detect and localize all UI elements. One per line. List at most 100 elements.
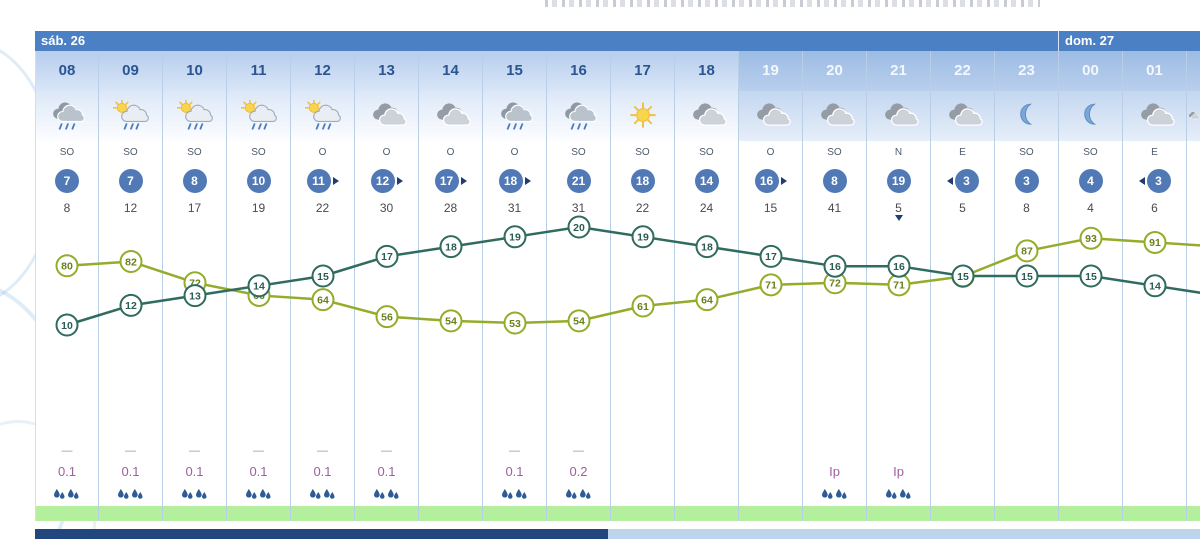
wind-speed-badge: 11: [306, 169, 331, 193]
wind-speed: 8: [163, 162, 226, 200]
horizontal-scrollbar-thumb[interactable]: [35, 529, 608, 539]
green-strip-cell: [867, 506, 930, 521]
weather-icon-cloud-rain: [36, 91, 98, 141]
precip-dash-mark: —: [125, 445, 136, 457]
chart-area-cell: [739, 222, 802, 445]
wind-gust-cell: 4: [1059, 200, 1122, 222]
wind-speed-badge: 3: [1014, 169, 1039, 193]
forecast-column-hour-10: 10 SO 8 17 — 0.1: [163, 51, 227, 521]
wind-direction-label: SO: [187, 147, 202, 158]
wind-speed-badge: 3: [1146, 169, 1171, 193]
chart-area-cell: [803, 222, 866, 445]
gust-value: 6: [1151, 201, 1158, 215]
hour-label: 18: [675, 51, 738, 91]
gust-value: 22: [315, 201, 330, 215]
precip-dash-mark: —: [381, 445, 392, 457]
wind-speed: 3: [1123, 162, 1186, 200]
wind-speed: 19: [867, 162, 930, 200]
wind-speed: 21: [547, 162, 610, 200]
chart-area-cell: [675, 222, 738, 445]
wind-gust-cell: 5: [867, 200, 930, 222]
precip-amount: 0.1: [313, 464, 332, 479]
precip-dash: —: [227, 445, 290, 460]
wind-arrow-left-icon: [946, 177, 953, 185]
precip-amount: 0.1: [249, 464, 268, 479]
hour-label: 00: [1059, 51, 1122, 91]
wind-direction-label: O: [318, 147, 327, 158]
precip-dash: [675, 445, 738, 460]
wind-direction-label: N: [894, 147, 903, 158]
wind-direction-label: SO: [699, 147, 714, 158]
wind-speed-badge: 12: [370, 169, 395, 193]
precip-dash: [611, 445, 674, 460]
wind-speed-badge: 7: [118, 169, 143, 193]
raindrops-icon: [803, 487, 866, 506]
weather-icon-sun-cloud-rain: [227, 91, 290, 141]
raindrops-icon: [867, 487, 930, 506]
forecast-columns: 08 SO 7 8 — 0.1 09: [35, 51, 1200, 521]
green-strip-cell: [163, 506, 226, 521]
gust-value: 19: [251, 201, 266, 215]
wind-gust-cell: 22: [291, 200, 354, 222]
forecast-column-hour-08: 08 SO 7 8 — 0.1: [35, 51, 99, 521]
wind-direction-label: O: [446, 147, 455, 158]
precipitation-value: [995, 460, 1058, 487]
wind-speed: 18: [483, 162, 546, 200]
raindrops-empty: [611, 487, 674, 506]
raindrops-icon: [227, 487, 290, 506]
raindrops-empty: [739, 487, 802, 506]
precip-dash: —: [483, 445, 546, 460]
raindrops-icon: [483, 487, 546, 506]
raindrops-empty: [995, 487, 1058, 506]
chart-area-cell: [99, 222, 162, 445]
gust-value: 5: [895, 201, 902, 215]
wind-speed-badge: 19: [886, 169, 911, 193]
green-strip-cell: [995, 506, 1058, 521]
wind-direction-label: SO: [571, 147, 586, 158]
wind-speed-badge: 14: [694, 169, 719, 193]
precip-dash: [803, 445, 866, 460]
chart-area-cell: [1123, 222, 1186, 445]
horizontal-scrollbar-track[interactable]: [35, 529, 1200, 539]
raindrops-icon: [355, 487, 418, 506]
green-strip-cell: [1187, 506, 1200, 521]
wind-arrow-right-icon: [332, 177, 339, 185]
hour-label: 19: [739, 51, 802, 91]
chart-area-cell: [1059, 222, 1122, 445]
hour-label: 09: [99, 51, 162, 91]
raindrops-empty: [675, 487, 738, 506]
raindrops-icon: [99, 487, 162, 506]
gust-value: 12: [123, 201, 138, 215]
gust-value: 8: [63, 201, 71, 215]
wind-direction-label: SO: [251, 147, 266, 158]
green-strip-cell: [227, 506, 290, 521]
forecast-column-hour-22: 22 E 3 5: [931, 51, 995, 521]
precip-amount: Ip: [829, 464, 840, 479]
precipitation-value: Ip: [867, 460, 930, 487]
green-strip-cell: [739, 506, 802, 521]
wind-speed: 18: [611, 162, 674, 200]
weather-icon-cloud-rain: [483, 91, 546, 141]
wind-gust-cell: 41: [803, 200, 866, 222]
wind-speed: 17: [419, 162, 482, 200]
wind-speed: [1187, 162, 1200, 200]
hour-label: 11: [227, 51, 290, 91]
precip-amount: 0.1: [185, 464, 204, 479]
hour-label: 14: [419, 51, 482, 91]
wind-speed-badge: 7: [55, 169, 79, 193]
precip-dash: —: [547, 445, 610, 460]
precipitation-value: 0.1: [99, 460, 162, 487]
green-strip-cell: [1123, 506, 1186, 521]
green-strip-cell: [483, 506, 546, 521]
wind-speed: 4: [1059, 162, 1122, 200]
wind-direction-label: [1187, 141, 1200, 162]
hour-label: 22: [931, 51, 994, 91]
wind-arrow-right-icon: [460, 177, 467, 185]
wind-arrow-right-icon: [396, 177, 403, 185]
precip-dash-mark: —: [61, 445, 73, 457]
precipitation-value: [675, 460, 738, 487]
precipitation-value: [1123, 460, 1186, 487]
hour-label: 16: [547, 51, 610, 91]
green-strip-cell: [36, 506, 98, 521]
